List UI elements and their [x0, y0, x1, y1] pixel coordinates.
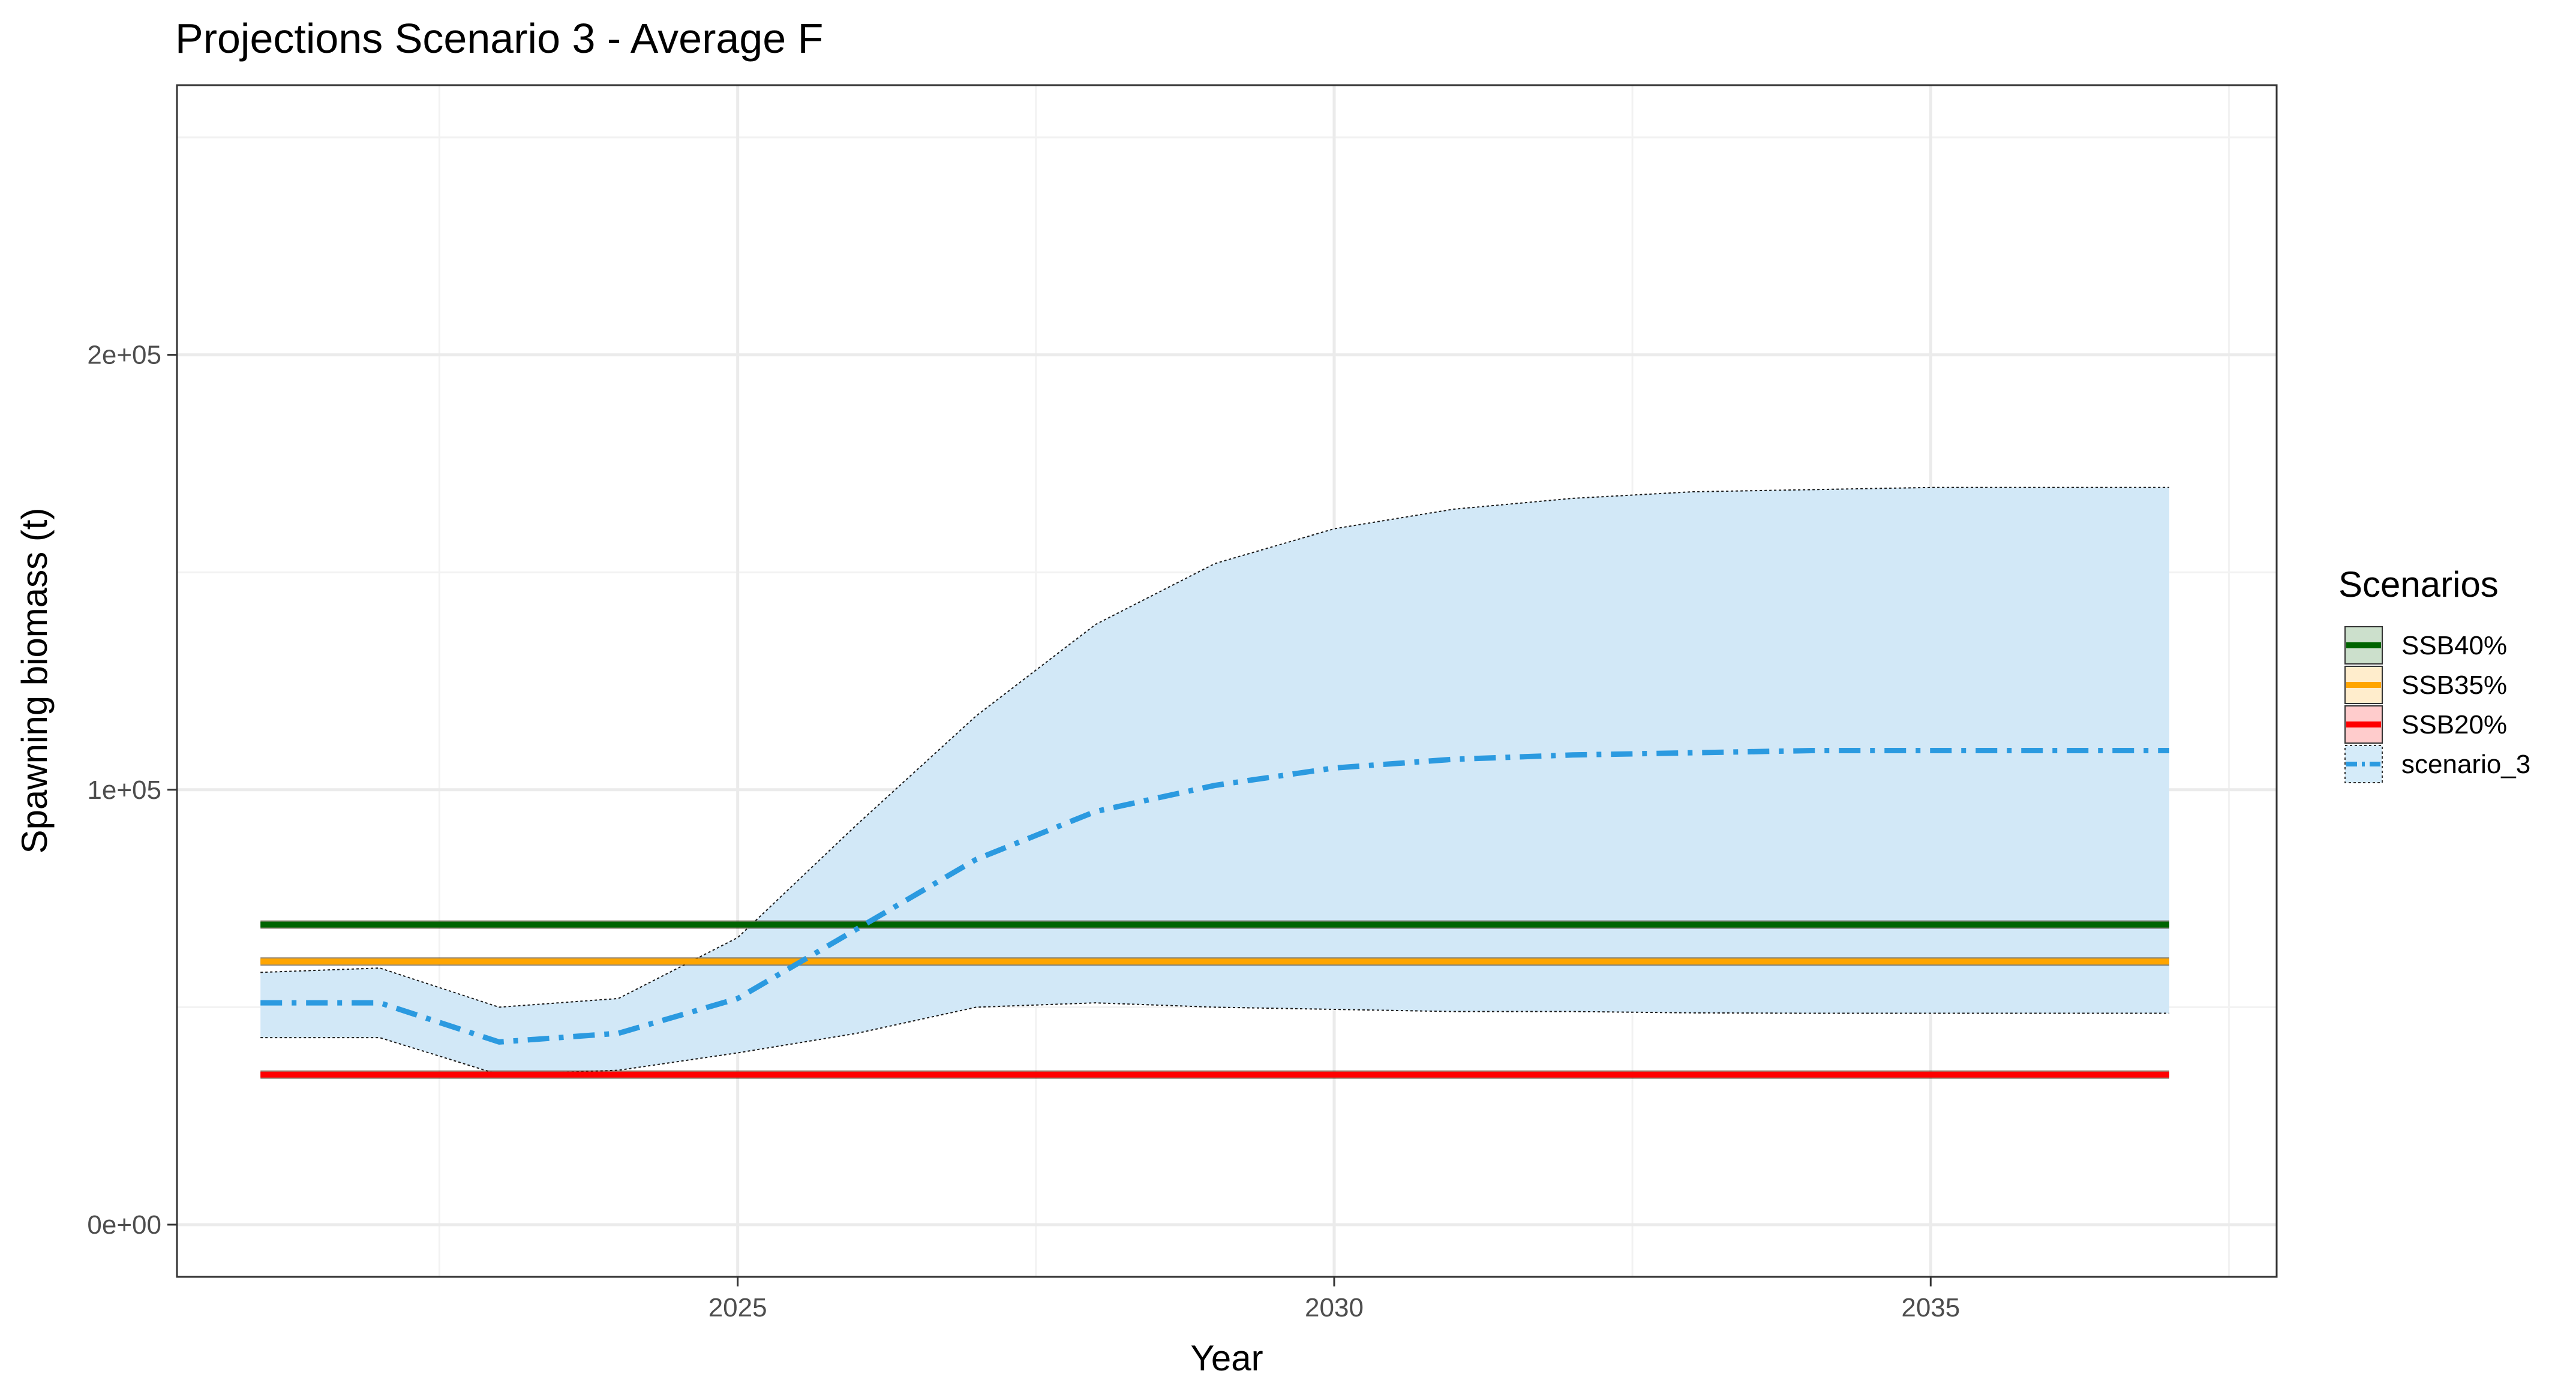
series-layer — [260, 748, 2170, 1045]
legend-title: Scenarios — [2338, 564, 2499, 605]
legend-item-ssb40pct-label: SSB40% — [2401, 631, 2507, 660]
band-upper-edge — [260, 486, 2170, 1008]
legend-item-ssb35pct: SSB35% — [2344, 665, 2507, 705]
legend-item-ssb20pct: SSB20% — [2344, 705, 2507, 744]
legend-item-scenario-3-label: scenario_3 — [2401, 750, 2530, 779]
legend-item-ssb35pct-label: SSB35% — [2401, 671, 2507, 700]
chart-title: Projections Scenario 3 - Average F — [175, 15, 823, 62]
legend: Scenarios SSB40% SSB35% SSB20% scenario_3 — [2338, 564, 2530, 784]
series-line-scenario-3 — [260, 748, 2170, 1045]
legend-item-ssb20pct-label: SSB20% — [2401, 710, 2507, 739]
plot-panel-border — [176, 84, 2278, 1278]
legend-item-scenario-3: scenario_3 — [2344, 744, 2530, 784]
y-axis-ticks: 0e+00 1e+05 2e+05 — [87, 341, 177, 1240]
legend-items: SSB40% SSB35% SSB20% scenario_3 — [2344, 626, 2530, 784]
y-tick-label-2: 2e+05 — [87, 341, 161, 370]
x-tick-label-1: 2030 — [1305, 1293, 1364, 1322]
y-tick-label-0: 0e+00 — [87, 1210, 161, 1240]
reference-lines-layer — [260, 920, 2170, 1079]
y-axis-title: Spawning biomass (t) — [14, 508, 55, 854]
y-tick-label-1: 1e+05 — [87, 775, 161, 805]
legend-item-ssb40pct: SSB40% — [2344, 626, 2507, 665]
x-axis-title: Year — [1190, 1338, 1263, 1378]
x-tick-label-2: 2035 — [1901, 1293, 1960, 1322]
x-tick-label-0: 2025 — [708, 1293, 767, 1322]
x-axis-ticks: 2025 2030 2035 — [708, 1277, 1960, 1322]
